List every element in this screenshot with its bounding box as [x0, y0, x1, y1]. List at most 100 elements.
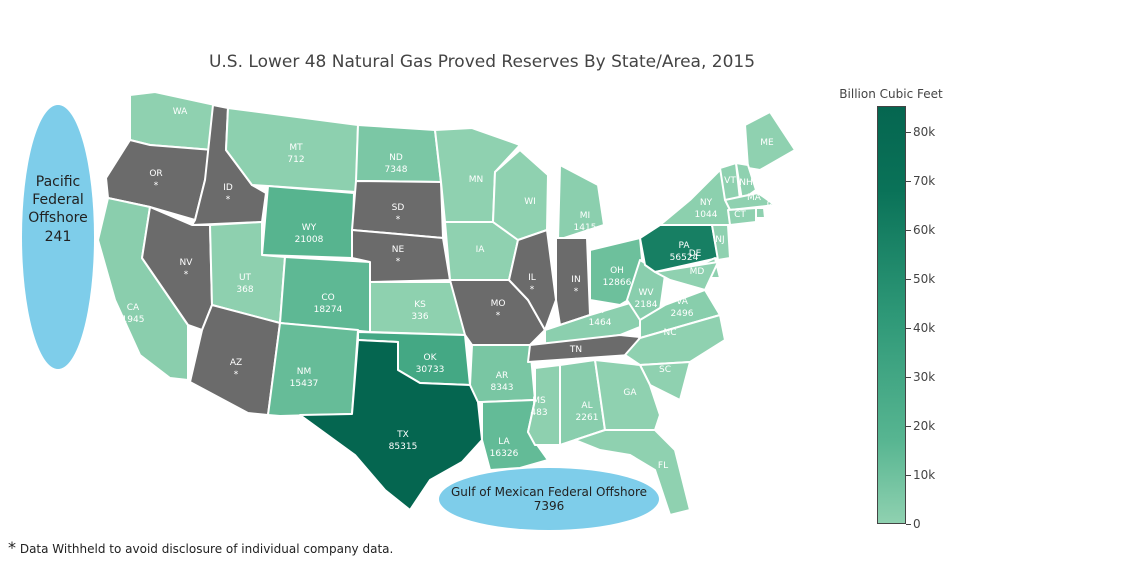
pacific-offshore-label-line1: Pacific Federal Offshore	[28, 174, 87, 226]
state-code-label: IA	[476, 245, 486, 255]
state-code-label: WV	[638, 288, 654, 298]
state-value-label: 1044	[695, 210, 718, 220]
state-code-label: NY	[700, 198, 713, 208]
state-code-label: TX	[396, 430, 409, 440]
state-code-label: NJ	[715, 235, 724, 245]
state-value-label: *	[396, 215, 401, 225]
state-code-label: ID	[223, 183, 233, 193]
colorbar-tick	[906, 132, 911, 134]
gulf-offshore-value: 7396	[534, 499, 565, 513]
state-nj[interactable]	[711, 224, 731, 261]
colorbar-tick-label: 60k	[913, 223, 936, 238]
colorbar-tick-label: 30k	[913, 370, 936, 384]
state-code-label: OK	[424, 353, 438, 363]
state-value-label: 712	[287, 155, 304, 165]
pacific-offshore-label-word: Pacific	[36, 174, 81, 190]
footnote-symbol: *	[8, 538, 16, 557]
state-md[interactable]	[654, 261, 719, 291]
state-value-label: *	[226, 195, 231, 205]
colorbar-tick-label: 70k	[913, 174, 936, 189]
gulf-offshore-label: Gulf of Mexican Federal Offshore	[451, 485, 647, 499]
state-wy[interactable]	[261, 185, 355, 259]
state-code-label: PA	[678, 241, 690, 251]
state-code-label: GA	[623, 388, 637, 398]
state-me[interactable]	[744, 111, 796, 171]
state-code-label: KS	[414, 300, 426, 310]
colorbar-tick-label: 80k	[913, 125, 936, 140]
state-mi[interactable]	[557, 164, 605, 241]
colorbar-tick-label: 10k	[913, 468, 936, 482]
state-code-label: WY	[302, 223, 317, 233]
state-code-label: VT	[724, 176, 736, 186]
state-wa[interactable]	[129, 91, 216, 151]
state-value-label: 368	[236, 285, 253, 295]
state-va[interactable]	[639, 289, 721, 339]
colorbar-tick-label: 50k	[913, 272, 936, 287]
colorbar-tick	[906, 377, 911, 378]
state-value-label: *	[234, 370, 239, 380]
state-ma[interactable]	[724, 192, 776, 211]
state-value-label: 85315	[389, 442, 418, 452]
state-code-label: ND	[389, 153, 403, 163]
state-value-label: *	[530, 285, 535, 295]
state-value-label: 8343	[491, 383, 514, 393]
state-code-label: AZ	[230, 358, 242, 368]
colorbar-tick-label: 0	[913, 517, 921, 531]
state-value-label: *	[184, 270, 189, 280]
colorbar-tick	[906, 230, 911, 232]
state-code-label: NM	[297, 367, 312, 377]
state-value-label: 2496	[671, 309, 694, 319]
gulf-offshore-bubble	[439, 468, 659, 530]
state-code-label: CA	[127, 303, 140, 313]
state-code-label: NE	[392, 245, 405, 255]
state-code-label: TN	[569, 345, 582, 355]
state-code-label: OH	[610, 266, 624, 276]
state-code-label: IL	[528, 273, 536, 283]
state-value-label: *	[396, 257, 401, 267]
state-code-label: AL	[581, 401, 592, 411]
state-value-label: 12866	[603, 278, 632, 288]
state-code-label: NC	[663, 328, 676, 338]
state-code-label: FL	[658, 461, 668, 471]
state-value-label: 30733	[416, 365, 445, 375]
state-code-label: CT	[734, 210, 746, 220]
colorbar-tick-label: 20k	[913, 419, 936, 433]
state-ri[interactable]	[755, 207, 766, 219]
state-code-label: MI	[580, 211, 590, 221]
labels-layer: WA OR * CA 1945 ID * NV * MT 712 WY 21008 UT 368 AZ * CO 1…	[122, 107, 776, 471]
colorbar-tick	[906, 328, 911, 330]
state-code-label: SD	[392, 203, 405, 213]
state-value-label: 21008	[295, 235, 324, 245]
state-value-label: 7348	[385, 165, 408, 175]
state-value-label: 18274	[314, 305, 343, 315]
colorbar-tick-label: 40k	[913, 321, 936, 336]
colorbar-tick	[906, 426, 911, 427]
colorbar-tick	[906, 524, 911, 525]
state-value-label: 336	[411, 312, 428, 322]
state-nm[interactable]	[267, 322, 359, 417]
state-code-label: CO	[321, 293, 334, 303]
pacific-offshore-value: 241	[45, 229, 72, 245]
state-fl[interactable]	[574, 429, 691, 516]
state-code-label: VA	[676, 297, 689, 307]
colorbar	[877, 106, 906, 524]
state-value-label: 2184	[635, 300, 658, 310]
state-code-label: LA	[498, 437, 510, 447]
state-code-label: MS	[532, 396, 546, 406]
state-code-label: MO	[491, 299, 506, 309]
state-code-label: DE	[689, 249, 702, 259]
pacific-offshore-bubble	[22, 105, 94, 369]
pacific-offshore-label-word: Federal	[32, 192, 84, 208]
state-code-label: WA	[173, 107, 188, 117]
state-code-label: ME	[760, 138, 774, 148]
state-value-label: 16326	[490, 449, 519, 459]
state-code-label: MT	[289, 143, 303, 153]
state-value-label: *	[154, 181, 159, 191]
colorbar-tick	[906, 475, 911, 476]
state-nh[interactable]	[735, 162, 757, 201]
state-ct[interactable]	[727, 207, 757, 226]
state-value-label: 56524	[670, 253, 699, 263]
colorbar-tick	[906, 181, 911, 183]
state-tx[interactable]	[299, 339, 483, 511]
